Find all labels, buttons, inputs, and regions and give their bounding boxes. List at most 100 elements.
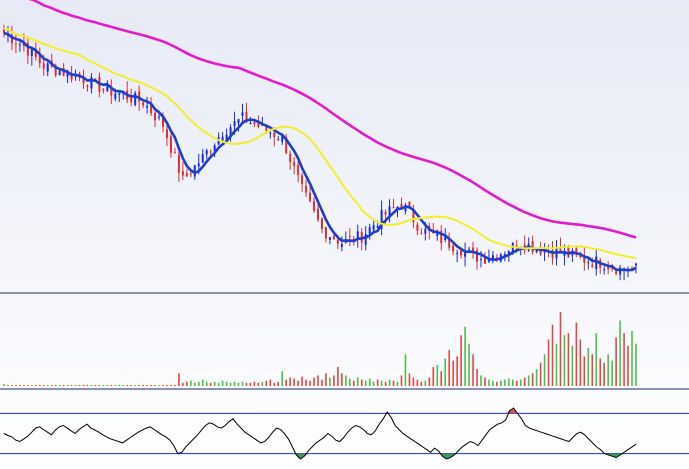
- volume-bar: [468, 343, 470, 386]
- volume-bar: [420, 381, 423, 386]
- candle-body: [106, 84, 109, 92]
- volume-bar: [412, 377, 415, 386]
- candle-body: [142, 102, 145, 106]
- candle-body: [364, 234, 367, 245]
- volume-bar: [360, 379, 363, 386]
- volume-bar: [396, 381, 399, 386]
- candle-body: [237, 118, 240, 124]
- volume-bar: [488, 379, 490, 386]
- volume-bar: [492, 380, 494, 386]
- candle-body: [118, 93, 121, 95]
- volume-bar: [563, 335, 566, 386]
- volume-bar: [309, 380, 311, 386]
- volume-bar: [635, 343, 637, 386]
- candle-body: [114, 93, 117, 99]
- candle-body: [313, 201, 316, 211]
- candle-body: [10, 34, 13, 44]
- volume-bar: [134, 384, 136, 386]
- volume-bar: [221, 380, 224, 386]
- candle-body: [265, 125, 268, 131]
- volume-bar: [623, 333, 625, 386]
- candle-body: [507, 251, 510, 256]
- candle-body: [46, 63, 49, 72]
- candle-body: [603, 269, 606, 271]
- volume-bar: [114, 384, 117, 386]
- volume-bar: [615, 337, 617, 386]
- candle-body: [34, 48, 37, 57]
- candle-body: [281, 134, 284, 142]
- volume-bar: [523, 377, 526, 386]
- candle-body: [452, 245, 455, 252]
- candle-body: [173, 151, 176, 153]
- volume-bar: [186, 381, 188, 386]
- volume-bar: [46, 384, 49, 386]
- volume-bar: [341, 373, 343, 386]
- volume-bar: [237, 382, 240, 386]
- volume-bar: [567, 333, 570, 386]
- volume-bar: [508, 378, 510, 386]
- candle-body: [185, 173, 188, 177]
- volume-bar: [460, 335, 462, 386]
- volume-bar: [34, 384, 37, 386]
- candle-body: [479, 259, 482, 261]
- candle-body: [257, 121, 260, 127]
- volume-bar: [452, 360, 454, 386]
- candle-body: [169, 136, 172, 153]
- volume-bar: [3, 383, 5, 386]
- candle-body: [38, 55, 41, 64]
- candle-body: [491, 255, 494, 260]
- volume-bar: [627, 345, 629, 386]
- volume-bar: [154, 384, 156, 386]
- candle-body: [531, 241, 534, 253]
- volume-bar: [305, 379, 307, 386]
- volume-bar: [190, 380, 192, 386]
- candle-body: [376, 225, 379, 228]
- volume-bar: [197, 381, 200, 386]
- volume-bar: [261, 381, 264, 386]
- candle-body: [440, 230, 443, 243]
- volume-bar: [515, 380, 518, 386]
- candle-body: [487, 259, 490, 262]
- candle-body: [197, 163, 200, 167]
- candle-body: [30, 49, 33, 57]
- volume-bar: [448, 350, 450, 386]
- candle-body: [424, 228, 427, 234]
- candle-body: [607, 266, 610, 270]
- volume-bar: [329, 377, 331, 386]
- volume-bar: [587, 347, 590, 386]
- volume-bar: [519, 379, 522, 386]
- volume-bar: [182, 382, 184, 386]
- volume-bar: [504, 379, 506, 386]
- volume-bar: [15, 384, 17, 386]
- candle-body: [130, 96, 133, 103]
- candle-body: [380, 210, 383, 230]
- volume-bar: [619, 320, 621, 386]
- candle-body: [456, 252, 459, 254]
- volume-bar: [472, 354, 474, 386]
- candle-body: [384, 211, 387, 215]
- candle-body: [54, 65, 57, 76]
- candle-body: [309, 192, 312, 202]
- volume-bar: [74, 384, 77, 386]
- candle-body: [253, 122, 256, 125]
- candle-body: [74, 75, 77, 77]
- candle-body: [297, 164, 300, 176]
- volume-bar: [392, 380, 395, 386]
- volume-bar: [158, 384, 160, 386]
- volume-bar: [217, 382, 220, 386]
- candle-body: [14, 43, 17, 45]
- volume-bar: [150, 384, 152, 386]
- volume-bar: [496, 381, 498, 386]
- volume-bar: [571, 345, 574, 386]
- candle-body: [241, 112, 244, 116]
- candle-body: [3, 29, 5, 34]
- candle-body: [301, 175, 304, 185]
- candle-body: [388, 206, 391, 217]
- candle-body: [448, 239, 451, 248]
- volume-bar: [384, 381, 387, 386]
- candle-body: [62, 68, 65, 76]
- volume-bar: [201, 379, 204, 386]
- volume-bar: [531, 373, 534, 386]
